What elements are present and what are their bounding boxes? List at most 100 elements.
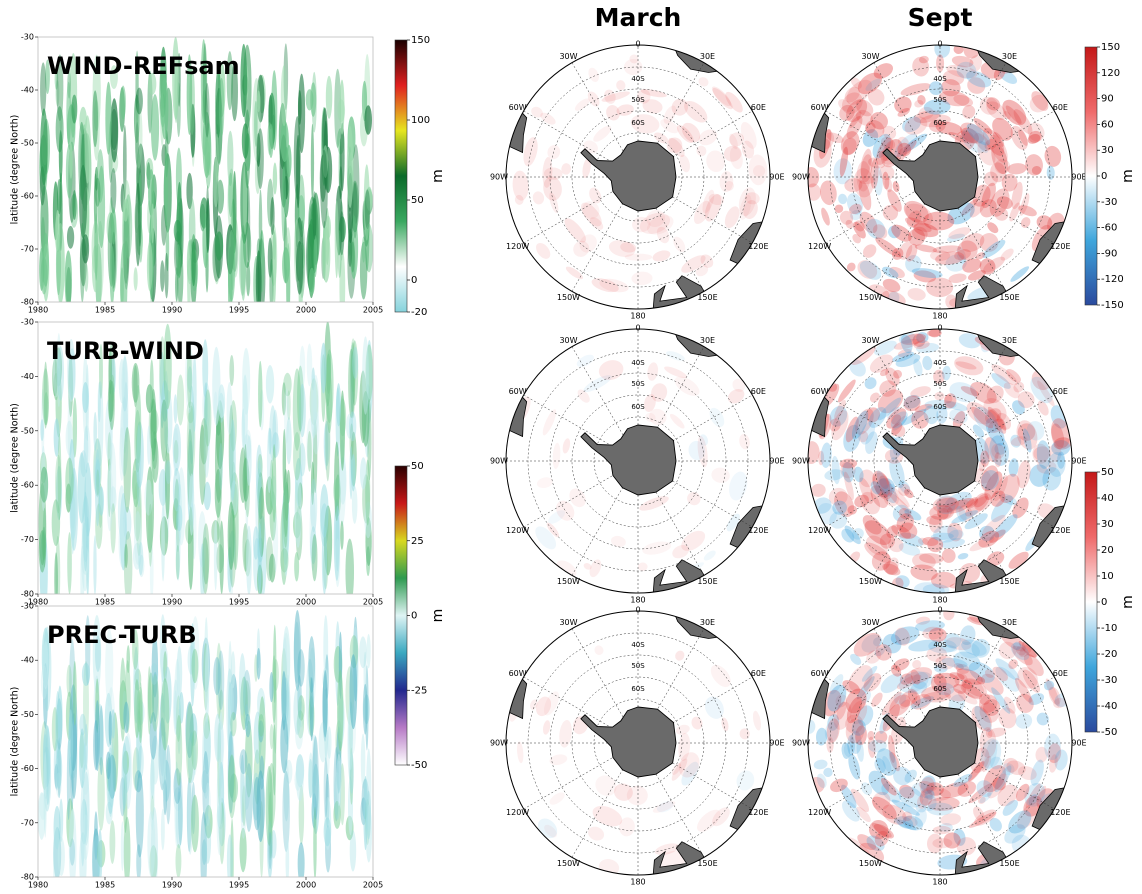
field-blob: [916, 332, 929, 344]
latitude-label: 60S: [631, 119, 645, 127]
field-cell: [239, 827, 247, 873]
field-blob: [893, 658, 910, 671]
field-blob: [651, 383, 668, 402]
field-cell: [105, 81, 112, 155]
field-cell: [201, 537, 209, 594]
field-cell: [297, 695, 305, 721]
field-blob: [967, 270, 986, 281]
field-blob: [892, 504, 910, 522]
colorbar-tick-label: 100: [411, 115, 430, 126]
colorbar: [394, 39, 408, 313]
field-blob: [850, 700, 868, 725]
field-blob: [969, 200, 986, 218]
field-cell: [359, 636, 367, 669]
field-blob: [924, 789, 935, 800]
field-blob: [1057, 451, 1066, 469]
field-cell: [282, 771, 290, 853]
field-cell: [98, 486, 104, 516]
field-blob: [688, 440, 706, 461]
longitude-label: 0: [635, 40, 640, 49]
field-blob: [968, 783, 993, 804]
field-blob: [915, 620, 945, 632]
field-blob: [842, 461, 854, 483]
field-cell: [298, 383, 306, 438]
field-blob: [908, 639, 940, 652]
field-blob: [1044, 733, 1061, 761]
field-blob: [850, 653, 862, 665]
field-blob: [928, 627, 947, 643]
field-blob: [911, 694, 932, 710]
field-blob: [898, 786, 924, 808]
field-blob: [913, 582, 945, 593]
field-blob: [923, 691, 951, 703]
field-blob: [903, 395, 921, 412]
longitude-label: 180: [932, 878, 947, 887]
field-cell: [360, 733, 366, 789]
field-cell: [97, 165, 106, 248]
field-blob: [831, 455, 841, 485]
field-blob: [984, 739, 998, 771]
longitude-label: 150E: [999, 577, 1019, 586]
colorbar-tick-label: 30: [1101, 519, 1114, 530]
field-cell: [294, 552, 300, 582]
field-cell: [364, 105, 372, 135]
field-cell: [202, 750, 210, 827]
field-cell: [79, 832, 87, 877]
field-blob: [953, 94, 974, 107]
field-blob: [949, 672, 965, 681]
field-cell: [96, 469, 100, 496]
field-blob: [826, 132, 844, 144]
field-blob: [890, 664, 902, 677]
field-cell: [191, 648, 199, 684]
field-blob: [834, 491, 855, 517]
field-blob: [1036, 459, 1057, 474]
field-cell: [177, 246, 184, 302]
field-cell: [93, 99, 100, 161]
field-blob: [962, 679, 985, 699]
latitude-label: 40S: [631, 359, 645, 367]
field-blob: [949, 382, 978, 403]
field-cell: [312, 411, 320, 455]
field-blob: [1003, 382, 1020, 399]
field-blob: [549, 792, 565, 805]
field-blob: [870, 158, 879, 189]
longitude-label: 0: [937, 40, 942, 49]
field-cell: [226, 834, 233, 877]
colorbar-tick-label: -20: [1101, 649, 1117, 660]
field-blob: [908, 228, 926, 246]
field-blob: [1013, 109, 1033, 135]
field-blob: [1010, 436, 1028, 446]
longitude-label: 120E: [748, 526, 768, 535]
field-cell: [150, 388, 157, 462]
field-blob: [1000, 248, 1014, 261]
field-cell: [39, 792, 47, 820]
field-cell: [201, 839, 207, 865]
field-blob: [903, 815, 918, 827]
field-blob: [577, 389, 590, 403]
field-blob: [960, 683, 983, 700]
field-blob: [978, 530, 1000, 548]
field-blob: [928, 639, 957, 654]
field-blob: [953, 651, 981, 672]
latitude-label: 50S: [933, 662, 947, 670]
field-blob: [904, 116, 928, 135]
field-cell: [57, 346, 65, 401]
field-blob: [874, 340, 897, 356]
field-blob: [616, 80, 626, 91]
latitude-label: 50S: [631, 380, 645, 388]
field-cell: [218, 442, 224, 491]
field-blob: [960, 386, 979, 397]
field-cell: [310, 374, 317, 439]
field-cell: [175, 843, 182, 877]
field-cell: [339, 249, 346, 302]
field-blob: [919, 777, 935, 795]
field-blob: [1006, 369, 1021, 383]
field-cell: [349, 747, 354, 805]
field-blob: [823, 767, 833, 778]
colorbar-tick-label: 50: [411, 461, 424, 472]
field-cell: [51, 499, 61, 547]
field-cell: [121, 356, 129, 412]
field-blob: [881, 783, 902, 803]
field-blob: [922, 794, 937, 812]
field-blob: [676, 125, 694, 143]
